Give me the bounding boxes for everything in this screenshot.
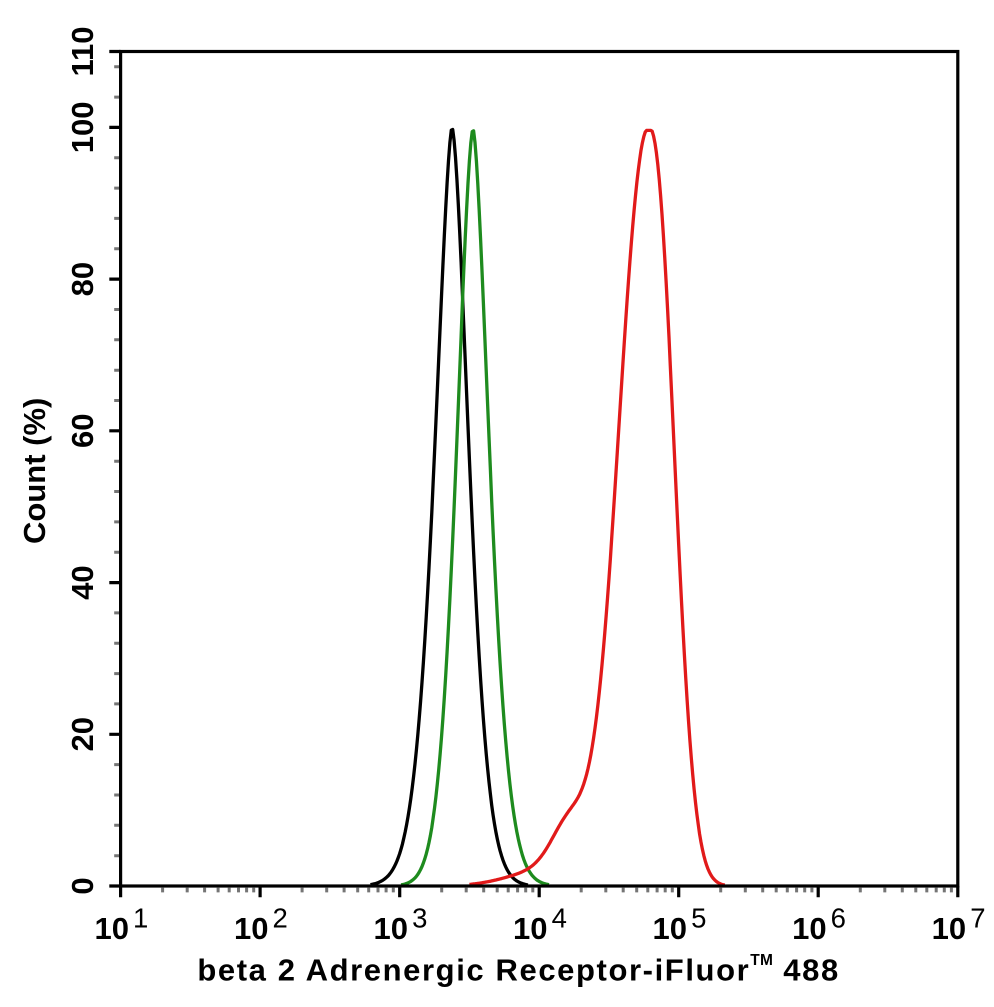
svg-text:2: 2 [273, 903, 288, 934]
svg-text:10: 10 [932, 911, 966, 946]
svg-text:10: 10 [94, 911, 128, 946]
svg-text:10: 10 [234, 911, 268, 946]
svg-text:3: 3 [412, 903, 427, 934]
svg-text:Count (%): Count (%) [17, 398, 52, 544]
svg-text:20: 20 [65, 717, 100, 751]
svg-text:10: 10 [513, 911, 547, 946]
svg-text:10: 10 [653, 911, 687, 946]
svg-text:80: 80 [65, 262, 100, 296]
svg-text:5: 5 [691, 903, 706, 934]
svg-text:10: 10 [374, 911, 408, 946]
svg-text:beta 2 Adrenergic Receptor-iFl: beta 2 Adrenergic Receptor-iFluorTM 488 [197, 952, 839, 988]
svg-text:100: 100 [65, 102, 100, 154]
svg-text:0: 0 [65, 877, 100, 894]
svg-text:6: 6 [831, 903, 846, 934]
svg-text:7: 7 [970, 903, 985, 934]
svg-text:4: 4 [552, 903, 567, 934]
svg-text:1: 1 [133, 903, 148, 934]
svg-text:60: 60 [65, 414, 100, 448]
svg-text:110: 110 [65, 26, 100, 76]
svg-text:10: 10 [792, 911, 826, 946]
svg-text:40: 40 [65, 565, 100, 599]
